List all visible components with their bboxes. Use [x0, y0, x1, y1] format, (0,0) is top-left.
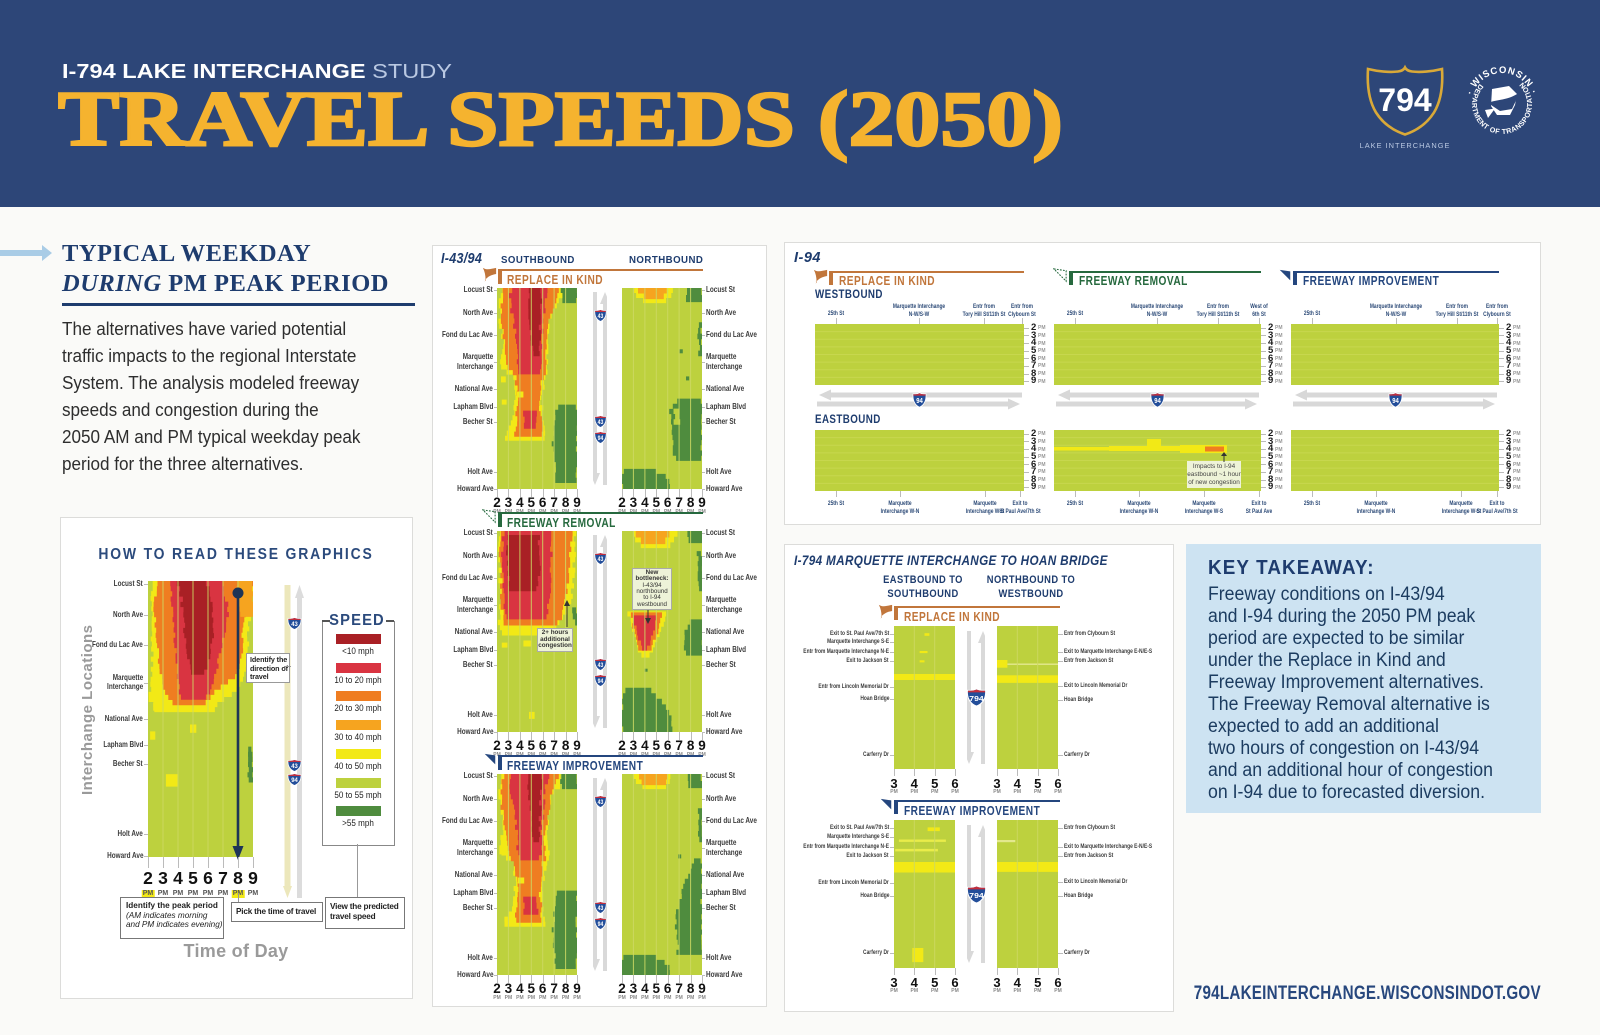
svg-text:TRAVEL SPEEDS (2050): TRAVEL SPEEDS (2050): [58, 75, 1063, 162]
svg-text:94: 94: [916, 398, 923, 406]
svg-text:LAKE INTERCHANGE: LAKE INTERCHANGE: [1360, 141, 1451, 150]
svg-text:94: 94: [597, 921, 603, 927]
svg-text:94: 94: [291, 778, 298, 784]
svg-text:43: 43: [291, 622, 298, 628]
svg-text:43: 43: [597, 313, 603, 319]
svg-text:94: 94: [1154, 398, 1161, 406]
svg-text:43: 43: [597, 419, 603, 425]
svg-text:94: 94: [1392, 398, 1399, 406]
svg-text:794: 794: [969, 891, 985, 900]
svg-text:43: 43: [291, 764, 298, 770]
svg-text:794: 794: [1378, 82, 1432, 118]
svg-text:43: 43: [597, 662, 603, 668]
svg-text:43: 43: [597, 799, 603, 805]
svg-text:43: 43: [597, 556, 603, 562]
svg-text:94: 94: [597, 678, 603, 684]
svg-text:794: 794: [969, 694, 985, 703]
svg-text:I-794 LAKE INTERCHANGE STUDY: I-794 LAKE INTERCHANGE STUDY: [62, 61, 452, 83]
svg-text:94: 94: [597, 435, 603, 441]
svg-text:43: 43: [597, 905, 603, 911]
